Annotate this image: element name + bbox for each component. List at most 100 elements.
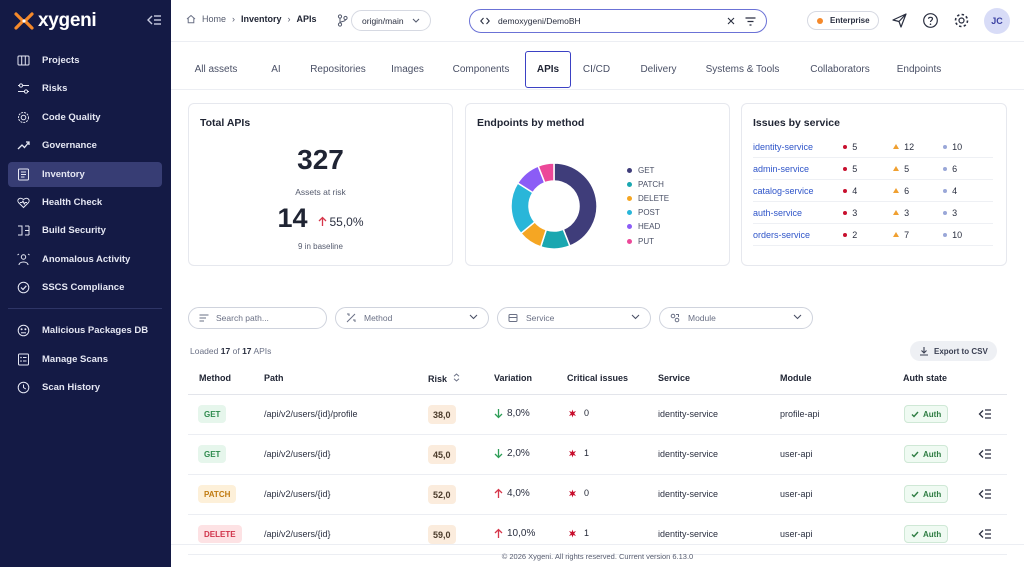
endpoints-donut-chart — [510, 162, 598, 250]
method-filter[interactable]: Method — [335, 307, 489, 329]
branch-selector[interactable]: origin/main — [351, 10, 431, 31]
build-icon — [18, 225, 30, 236]
service-link[interactable]: auth-service — [753, 207, 803, 218]
brand-logo[interactable]: xygeni — [14, 10, 97, 32]
row-details-icon[interactable] — [978, 448, 992, 460]
sidebar-item-sscs-compliance[interactable]: SSCS Compliance — [8, 275, 162, 300]
collapse-sidebar-icon[interactable] — [146, 13, 162, 27]
legend-dot-icon — [627, 210, 632, 216]
baseline-label: 9 in baseline — [298, 242, 343, 251]
legend-item-delete: DELETE — [627, 191, 669, 205]
tab-systems-tools[interactable]: Systems & Tools — [705, 64, 780, 75]
sidebar-item-malicious-packages-db[interactable]: Malicious Packages DB — [8, 318, 162, 343]
api-path[interactable]: /api/v2/users/{id} — [264, 489, 331, 499]
donut-slice-put[interactable] — [537, 162, 555, 184]
service-filter[interactable]: Service — [497, 307, 651, 329]
table-row[interactable]: DELETE /api/v2/users/{id} 59,0 10,0% 1 i… — [188, 515, 1007, 555]
loaded-suffix: APIs — [253, 346, 272, 356]
legend-label: PATCH — [638, 179, 664, 189]
sidebar-item-projects[interactable]: Projects — [8, 48, 162, 73]
table-row[interactable]: PATCH /api/v2/users/{id} 52,0 4,0% 0 ide… — [188, 475, 1007, 515]
sidebar-item-manage-scans[interactable]: Manage Scans — [8, 347, 162, 372]
filter-icon[interactable] — [745, 16, 756, 26]
loaded-total: 17 — [242, 346, 252, 356]
sidebar-item-label: Risks — [42, 83, 68, 95]
tab-repositories[interactable]: Repositories — [310, 64, 366, 75]
row-details-icon[interactable] — [978, 488, 992, 500]
column-header-risk[interactable]: Risk — [428, 373, 460, 384]
tab-components[interactable]: Components — [452, 64, 510, 75]
auth-state-label: Auth — [923, 409, 942, 419]
row-details-icon[interactable] — [978, 408, 992, 420]
table-row[interactable]: GET /api/v2/users/{id}/profile 38,0 8,0%… — [188, 395, 1007, 435]
download-icon — [920, 347, 928, 356]
tab-ai[interactable]: AI — [271, 64, 281, 75]
critical-burst-icon — [569, 489, 576, 497]
risk-score: 52,0 — [428, 485, 456, 504]
scan-list-icon — [18, 353, 29, 366]
variation: 2,0% — [494, 448, 530, 459]
search-path-input[interactable]: Search path... — [188, 307, 327, 329]
tab-all-assets[interactable]: All assets — [194, 64, 238, 75]
home-icon[interactable] — [186, 14, 196, 24]
api-path[interactable]: /api/v2/users/{id} — [264, 449, 331, 459]
settings-gear-icon[interactable] — [953, 12, 970, 29]
method-filter-label: Method — [364, 313, 393, 323]
tab-images[interactable]: Images — [391, 64, 424, 75]
clear-icon[interactable] — [727, 17, 735, 25]
high-value: 3 — [904, 207, 910, 218]
service-link[interactable]: orders-service — [753, 229, 811, 240]
project-search[interactable]: demoxygeni/DemoBH — [469, 9, 767, 33]
send-icon[interactable] — [891, 12, 908, 29]
warning-triangle-icon — [893, 144, 900, 149]
sidebar-item-inventory[interactable]: Inventory — [8, 161, 162, 187]
list-icon — [18, 168, 29, 181]
tab-endpoints[interactable]: Endpoints — [896, 64, 942, 75]
warning-triangle-icon — [893, 188, 900, 193]
auth-state-badge: Auth — [904, 485, 949, 503]
sidebar-item-code-quality[interactable]: Code Quality — [8, 105, 162, 130]
tab-delivery[interactable]: Delivery — [640, 64, 677, 75]
sidebar-item-risks[interactable]: Risks — [8, 76, 162, 101]
module-name: user-api — [780, 449, 813, 459]
sidebar-item-governance[interactable]: Governance — [8, 133, 162, 158]
critical-issues-value: 0 — [584, 488, 590, 498]
service-link[interactable]: identity-service — [753, 141, 814, 152]
method-icon — [346, 313, 356, 323]
sidebar-item-health-check[interactable]: Health Check — [8, 190, 162, 215]
tab-ci-cd[interactable]: CI/CD — [582, 64, 611, 75]
user-avatar[interactable]: JC — [984, 8, 1010, 34]
chevron-down-icon — [412, 18, 419, 23]
export-csv-button[interactable]: Export to CSV — [910, 341, 997, 361]
breadcrumb-home[interactable]: Home — [202, 14, 227, 24]
donut-slice-get[interactable] — [553, 162, 598, 247]
sort-icon[interactable] — [453, 373, 460, 382]
sidebar-item-label: Governance — [42, 140, 97, 152]
table-row[interactable]: GET /api/v2/users/{id} 45,0 2,0% 1 ident… — [188, 435, 1007, 475]
tab-collaborators[interactable]: Collaborators — [810, 64, 870, 75]
warning-triangle-icon — [893, 232, 900, 237]
loaded-of: of — [232, 346, 240, 356]
service-row: orders-service 2 7 10 — [753, 224, 993, 246]
method-badge: DELETE — [198, 525, 242, 543]
api-path[interactable]: /api/v2/users/{id}/profile — [264, 409, 358, 419]
low-value: 10 — [952, 141, 963, 152]
project-search-value: demoxygeni/DemoBH — [498, 16, 581, 26]
service-link[interactable]: catalog-service — [753, 185, 814, 196]
critical-count: 3 — [843, 208, 893, 218]
breadcrumb-current: APIs — [296, 14, 317, 24]
plan-badge[interactable]: Enterprise — [807, 11, 879, 30]
sidebar-item-anomalous-activity[interactable]: Anomalous Activity — [8, 247, 162, 272]
auth-state-badge: Auth — [904, 525, 949, 543]
tab-apis[interactable]: APIs — [525, 51, 571, 88]
variation-value: 10,0% — [507, 528, 536, 539]
api-path[interactable]: /api/v2/users/{id} — [264, 529, 331, 539]
breadcrumb-inventory[interactable]: Inventory — [241, 14, 282, 24]
sidebar-item-scan-history[interactable]: Scan History — [8, 375, 162, 400]
service-link[interactable]: admin-service — [753, 163, 810, 174]
sidebar-item-build-security[interactable]: Build Security — [8, 218, 162, 243]
module-filter[interactable]: Module — [659, 307, 813, 329]
column-header-label: Auth state — [903, 373, 948, 383]
help-icon[interactable] — [922, 12, 939, 29]
row-details-icon[interactable] — [978, 528, 992, 540]
